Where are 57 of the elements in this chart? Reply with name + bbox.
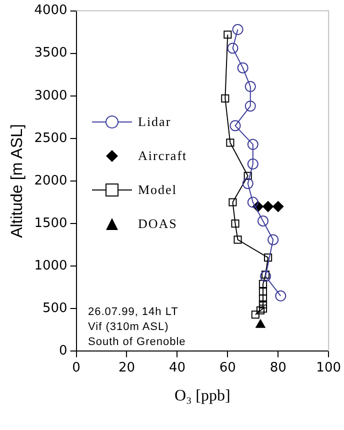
y-tick-label: 1500 bbox=[34, 216, 68, 231]
legend-label: Model bbox=[138, 182, 177, 198]
y-tick-label: 4000 bbox=[34, 3, 68, 18]
annotation: South of Grenoble bbox=[88, 335, 186, 350]
point bbox=[262, 201, 274, 212]
point bbox=[247, 158, 258, 170]
point bbox=[258, 280, 268, 288]
point bbox=[228, 198, 237, 206]
x-tick-label: 80 bbox=[270, 360, 286, 376]
point bbox=[247, 196, 258, 208]
point bbox=[256, 319, 266, 328]
point bbox=[237, 62, 248, 74]
y-axis-title: Altitude [m ASL] bbox=[9, 124, 26, 238]
y-tick-label: 3500 bbox=[34, 46, 68, 61]
point bbox=[242, 178, 254, 190]
point bbox=[230, 120, 241, 132]
y-tick-label: 0 bbox=[59, 344, 68, 359]
point bbox=[244, 81, 256, 92]
point bbox=[260, 270, 272, 282]
point bbox=[226, 138, 234, 147]
point bbox=[258, 304, 268, 313]
point bbox=[251, 310, 260, 319]
x-tick-label: 100 bbox=[316, 360, 342, 376]
point bbox=[256, 306, 265, 314]
point bbox=[232, 24, 244, 36]
point bbox=[275, 290, 286, 302]
point bbox=[244, 172, 252, 180]
point bbox=[261, 270, 270, 279]
annotation: Vif (310m ASL) bbox=[88, 320, 170, 335]
annotation: 26.07.99, 14h LT bbox=[88, 305, 180, 320]
y-tick-label: 500 bbox=[42, 301, 68, 316]
point bbox=[272, 201, 284, 212]
point bbox=[258, 294, 268, 302]
point bbox=[224, 30, 232, 39]
x-tick-label: 40 bbox=[168, 360, 186, 376]
point bbox=[221, 94, 230, 102]
point bbox=[231, 220, 240, 228]
legend-label: Aircraft bbox=[138, 148, 188, 164]
point bbox=[258, 300, 268, 308]
y-tick-label: 2000 bbox=[34, 173, 68, 188]
point bbox=[268, 234, 279, 246]
point bbox=[234, 236, 242, 244]
point bbox=[258, 288, 268, 296]
point bbox=[264, 254, 272, 262]
x-tick-label: 20 bbox=[118, 360, 136, 376]
y-tick-label: 1000 bbox=[34, 258, 68, 274]
x-tick-label: 0 bbox=[72, 360, 80, 376]
y-tick-label: 2500 bbox=[34, 130, 68, 146]
point bbox=[257, 215, 268, 226]
x-axis-title: O₃ [ppb] bbox=[174, 388, 230, 405]
point bbox=[244, 100, 256, 112]
point bbox=[247, 138, 258, 150]
point bbox=[227, 42, 238, 54]
y-tick-label: 3000 bbox=[34, 88, 68, 104]
x-tick-label: 60 bbox=[219, 360, 236, 376]
legend-label: DOAS bbox=[138, 216, 178, 232]
legend-label: Lidar bbox=[138, 114, 172, 130]
